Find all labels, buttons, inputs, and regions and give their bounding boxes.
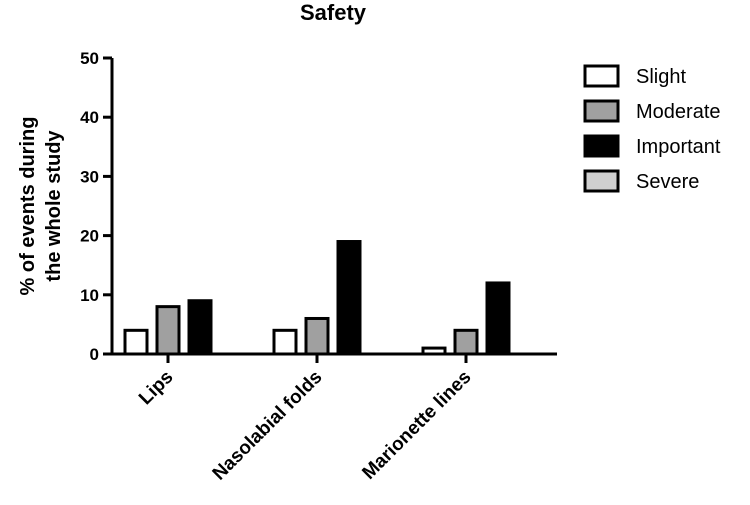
legend-swatch-slight bbox=[583, 64, 620, 88]
bar-moderate-0 bbox=[155, 305, 181, 356]
bar-important-2 bbox=[485, 281, 511, 356]
legend-swatch-moderate bbox=[583, 99, 620, 123]
y-tick-label: 40 bbox=[80, 108, 99, 127]
category-labels: Lips Nasolabial folds Marionette lines bbox=[135, 367, 475, 485]
legend-label-slight: Slight bbox=[636, 66, 686, 88]
y-tick-label: 20 bbox=[80, 227, 99, 246]
legend-swatch-severe bbox=[583, 169, 620, 193]
legend-label-moderate: Moderate bbox=[636, 101, 721, 123]
bar-important-1 bbox=[336, 240, 362, 356]
x-category-label: Nasolabial folds bbox=[209, 367, 327, 485]
bar-slight-1 bbox=[272, 328, 298, 356]
y-axis-label-line-2: the whole study bbox=[43, 130, 65, 282]
bars bbox=[123, 240, 511, 356]
y-axis-label: % of events during the whole study bbox=[17, 117, 65, 296]
y-tick-label: 0 bbox=[90, 345, 99, 364]
y-tick-label: 50 bbox=[80, 49, 99, 68]
x-category-label: Marionette lines bbox=[358, 367, 475, 484]
bar-important-0 bbox=[187, 299, 213, 356]
x-category-label: Lips bbox=[135, 367, 177, 409]
bar-slight-2 bbox=[421, 346, 447, 356]
bar-moderate-1 bbox=[304, 316, 330, 356]
legend-swatch-important bbox=[583, 134, 620, 158]
bar-slight-0 bbox=[123, 328, 149, 356]
y-tick-label: 10 bbox=[80, 286, 99, 305]
legend-label-important: Important bbox=[636, 136, 721, 158]
bar-moderate-2 bbox=[453, 328, 479, 356]
y-axis: 0 10 20 30 40 50 bbox=[80, 49, 114, 364]
legend: Slight Moderate Important Severe bbox=[583, 64, 721, 193]
legend-label-severe: Severe bbox=[636, 171, 699, 193]
y-axis-label-line-1: % of events during bbox=[17, 117, 39, 296]
chart-title: Safety bbox=[300, 0, 367, 25]
y-tick-label: 30 bbox=[80, 167, 99, 186]
